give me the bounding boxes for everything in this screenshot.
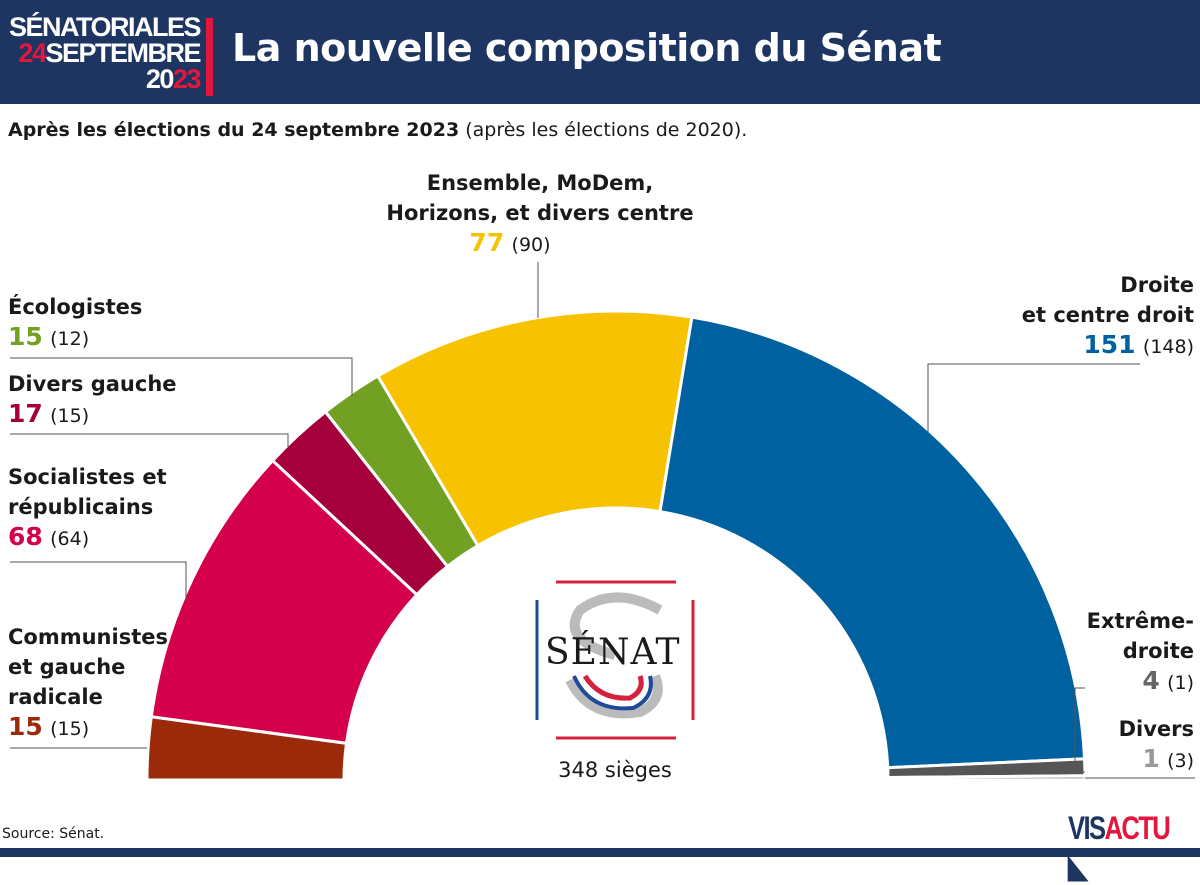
brand-day: 24 [18, 38, 47, 68]
brand-line1: SÉNATORIALES [8, 12, 202, 42]
seats-value: 4 [1142, 666, 1160, 695]
brand-year-b: 23 [172, 64, 202, 94]
previous-seats: (3) [1167, 750, 1194, 772]
party-name: Divers [1118, 717, 1194, 741]
label-divers: Divers 1 (3) [1119, 714, 1194, 776]
label-ecologistes: Écologistes 15 (12) [8, 292, 142, 354]
previous-value: 148 [1150, 336, 1187, 358]
previous-seats: (148) [1142, 336, 1194, 358]
label-socialistes: Socialistes et républicains 68 (64) [8, 462, 167, 554]
party-name: Divers gauche [8, 372, 177, 396]
label-droite: Droite et centre droit 151 (148) [1022, 270, 1194, 362]
previous-value: 64 [57, 528, 82, 550]
seats-value: 15 [8, 712, 43, 741]
previous-value: 3 [1174, 750, 1187, 772]
previous-seats: (15) [50, 718, 90, 740]
senatoriales-logo: SÉNATORIALES 24SEPTEMBRE 2023 [8, 12, 202, 94]
subtitle: Après les élections du 24 septembre 2023… [8, 119, 747, 141]
previous-value: 12 [57, 328, 82, 350]
previous-value: 90 [518, 234, 544, 256]
label-divers-gauche: Divers gauche 17 (15) [8, 369, 177, 431]
footer-bar [0, 848, 1200, 857]
hemicycle-chart [10, 262, 1195, 782]
segment-7 [886, 774, 1087, 782]
logo-vis: VIS [1068, 810, 1106, 846]
previous-seats: (90) [511, 234, 551, 256]
leader-droite [927, 363, 1140, 432]
label-communistes: Communistes et gauche radicale 15 (15) [8, 622, 168, 744]
leader-socialistes [10, 561, 187, 600]
brand-line3: 2023 [8, 64, 202, 94]
label-extreme-droite: Extrême-droite 4 (1) [1087, 606, 1194, 698]
seats-value: 17 [8, 399, 43, 428]
seats-value: 15 [8, 322, 43, 351]
previous-seats: (64) [50, 528, 90, 550]
party-name: Socialistes et républicains [8, 465, 167, 519]
previous-value: 15 [57, 405, 82, 427]
brand-divider [206, 18, 213, 96]
brand-line2: 24SEPTEMBRE [8, 38, 201, 68]
party-name: Extrême-droite [1086, 609, 1194, 663]
leader-lines [10, 262, 1195, 779]
leader-divers-gauche [10, 433, 289, 448]
leader-ecologistes [10, 357, 353, 396]
leader-extreme-droite [1074, 687, 1085, 773]
previous-seats: (12) [50, 328, 90, 350]
previous-value: 1 [1174, 672, 1187, 694]
total-seats: 348 sièges [558, 758, 672, 782]
logo-actu: ACTU [1104, 810, 1170, 846]
segment-4 [375, 309, 694, 548]
segment-5 [658, 315, 1087, 770]
seats-value: 68 [8, 522, 43, 551]
brand-month: SEPTEMBRE [45, 38, 201, 68]
subtitle-bold: Après les élections du 24 septembre 2023 [8, 119, 460, 141]
subtitle-normal: (après les élections de 2020). [459, 119, 748, 141]
party-name: Droite et centre droit [1021, 273, 1194, 327]
party-name: Ensemble, MoDem, Horizons, et divers cent… [386, 171, 694, 225]
label-ensemble: Ensemble, MoDem, Horizons, et divers cent… [380, 168, 700, 260]
source-note: Source: Sénat. [2, 826, 105, 842]
party-name: Écologistes [8, 295, 143, 319]
previous-seats: (1) [1167, 672, 1194, 694]
seats-value: 77 [469, 228, 505, 257]
senat-logo-text: SÉNAT [545, 632, 681, 673]
previous-seats: (15) [50, 405, 90, 427]
previous-value: 15 [57, 718, 82, 740]
header: SÉNATORIALES 24SEPTEMBRE 2023 La nouvell… [0, 0, 1200, 104]
seats-value: 1 [1142, 744, 1160, 773]
senat-logo [535, 580, 695, 740]
party-name: Communistes et gauche radicale [8, 625, 168, 709]
seats-value: 151 [1083, 330, 1136, 359]
page-title: La nouvelle composition du Sénat [232, 26, 942, 70]
brand-year-a: 20 [145, 64, 175, 94]
